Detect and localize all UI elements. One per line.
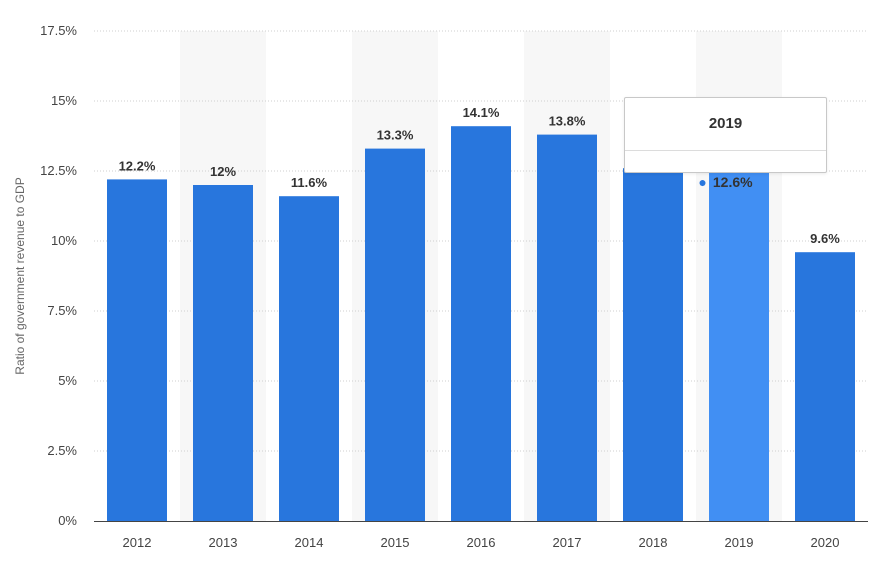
y-tick-label: 0% [58, 513, 77, 528]
data-label-2020: 9.6% [810, 231, 840, 246]
bar-2014[interactable] [279, 196, 339, 521]
bars [107, 126, 855, 521]
x-tick-label: 2018 [639, 535, 668, 550]
y-tick-label: 15% [51, 93, 77, 108]
x-tick-label: 2020 [811, 535, 840, 550]
y-tick-label: 12.5% [40, 163, 77, 178]
tooltip-value: 12.6% [712, 174, 753, 190]
bar-2012[interactable] [107, 179, 167, 521]
y-tick-label: 7.5% [47, 303, 77, 318]
y-tick-label: 17.5% [40, 23, 77, 38]
tooltip: 2019 ● 12.6% [624, 97, 827, 190]
x-tick-label: 2014 [295, 535, 324, 550]
tooltip-divider [625, 150, 826, 151]
bar-2016[interactable] [451, 126, 511, 521]
x-tick-label: 2019 [725, 535, 754, 550]
x-tick-label: 2013 [209, 535, 238, 550]
x-tick-label: 2017 [553, 535, 582, 550]
bar-2015[interactable] [365, 148, 425, 521]
data-labels: 12.2% 12% 11.6% 13.3% 14.1% 13.8% 9.6% [119, 105, 841, 246]
y-tick-label: 5% [58, 373, 77, 388]
bar-2019[interactable] [709, 168, 769, 521]
y-tick-label: 2.5% [47, 443, 77, 458]
tooltip-title: 2019 [708, 115, 743, 132]
data-label-2014: 11.6% [291, 175, 328, 190]
data-label-2017: 13.8% [549, 114, 586, 129]
tooltip-value-row: ● 12.6% [625, 174, 826, 190]
bar-2017[interactable] [537, 134, 597, 521]
data-label-2012: 12.2% [119, 158, 156, 173]
y-axis-ticks: 0% 2.5% 5% 7.5% 10% 12.5% 15% 17.5% [40, 23, 77, 528]
x-tick-label: 2012 [123, 535, 152, 550]
bullet-icon: ● [698, 174, 707, 190]
data-label-2015: 13.3% [377, 128, 414, 143]
y-axis-title: Ratio of government revenue to GDP [13, 177, 27, 374]
bar-2020[interactable] [795, 252, 855, 521]
bar-2018[interactable] [623, 168, 683, 521]
y-tick-label: 10% [51, 233, 77, 248]
x-tick-label: 2015 [381, 535, 410, 550]
data-label-2013: 12% [210, 164, 236, 179]
x-axis-ticks: 2012 2013 2014 2015 2016 2017 2018 2019 2020 [123, 535, 840, 550]
data-label-2016: 14.1% [463, 105, 500, 120]
bar-2013[interactable] [193, 185, 253, 521]
x-tick-label: 2016 [467, 535, 496, 550]
